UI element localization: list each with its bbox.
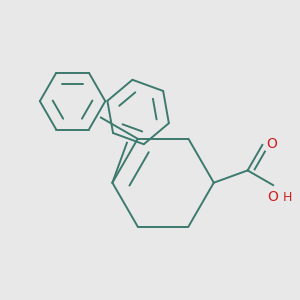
Text: O: O <box>266 137 277 151</box>
Text: O: O <box>267 190 278 204</box>
Text: H: H <box>282 191 292 204</box>
